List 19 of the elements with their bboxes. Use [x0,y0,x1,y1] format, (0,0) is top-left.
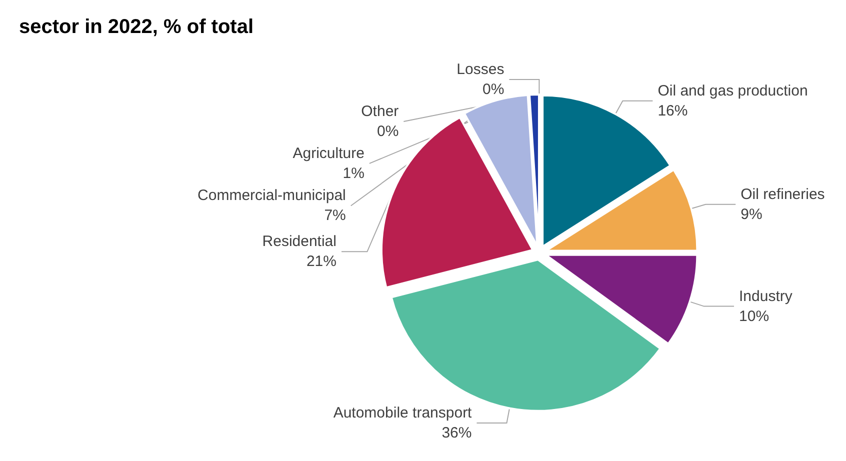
data-label: 36% [442,424,472,442]
category-label: Losses [456,60,504,78]
slice-label: Automobile transport [333,404,473,422]
slice-label: Oil refineries [740,186,825,203]
data-label: 21% [306,253,336,270]
slice-label: Oil and gas production [658,82,808,100]
data-label: 16% [658,102,688,120]
data-label: 9% [740,206,762,223]
data-label: 10% [739,308,770,325]
slice-label: Industry [739,288,793,305]
data-label: 7% [324,207,346,224]
category-label: Other [361,102,399,120]
text: 0% [376,122,399,140]
data-label: 1% [342,164,364,182]
chart-title: sector in 2022, % of total [19,16,254,38]
text: 0% [482,80,504,98]
slice-label: Agriculture [292,144,364,162]
slice-label: Residential [262,233,336,250]
slice-label: Commercial-municipal [198,187,346,204]
